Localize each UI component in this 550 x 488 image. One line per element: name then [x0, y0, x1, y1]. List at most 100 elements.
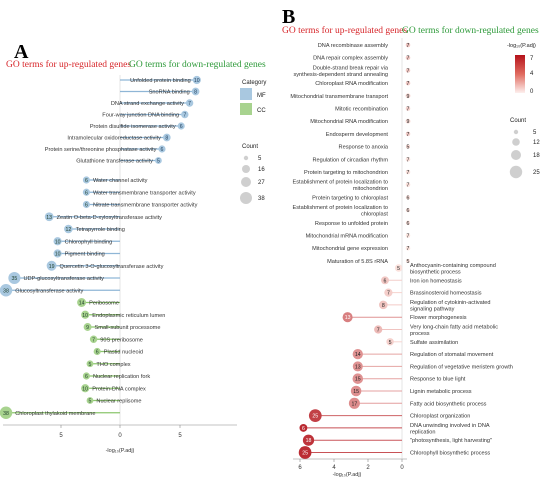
category-legend-title: Category — [242, 80, 266, 86]
a-down-term-5: Chlorophyll binding — [65, 239, 113, 245]
b-up-count-6: 9 — [407, 119, 410, 125]
b-up-term-14: Response to unfolded protein — [315, 221, 388, 227]
b-down-point-11 — [348, 397, 360, 409]
b-up-point-11 — [405, 182, 411, 187]
a-down-point-18 — [86, 397, 94, 404]
b-up-count-3: 7 — [407, 81, 410, 87]
b-down-point-8 — [352, 361, 363, 372]
a-down-count-14: 6 — [96, 350, 99, 356]
a-down-count-0: 6 — [85, 178, 88, 184]
a-up-count-2: 7 — [188, 101, 191, 107]
a-down-count-16: 6 — [85, 374, 88, 380]
b-down-point-14 — [302, 434, 315, 446]
b-up-count-12: 6 — [407, 195, 410, 201]
panel-a-count-legend: Count 5 16 27 38 — [240, 144, 265, 204]
a-down-term-0: Water channel activity — [93, 178, 148, 184]
b-down-term-13: DNA unwinding involved in DNA replication — [410, 423, 490, 436]
legend-swatch-mf — [240, 88, 252, 100]
a-down-term-9: Glucosyltransferase activity — [15, 288, 83, 294]
a-down-count-10: 14 — [79, 301, 85, 307]
b-up-point-4 — [405, 93, 411, 99]
a-down-count-15: 5 — [89, 362, 92, 368]
b-down-term-12: Chloroplast organization — [410, 414, 470, 420]
b-down-count-14: 18 — [306, 438, 312, 444]
b-up-point-2 — [405, 68, 411, 73]
b-up-point-3 — [405, 80, 411, 86]
b-up-term-8: Response to anoxia — [339, 145, 389, 151]
a-down-term-13: 90S preribosome — [100, 337, 143, 343]
a-down-term-7: Quercetin 3-O-glucosyltransferase activi… — [60, 264, 164, 270]
count-legend-label-38: 38 — [258, 196, 265, 202]
a-up-term-6: Protein serine/threonine phosphatase act… — [45, 147, 157, 153]
legend-swatch-cc — [240, 103, 252, 115]
a-up-point-3 — [181, 110, 189, 119]
a-down-term-4: Tetrapyrrole binding — [76, 227, 125, 233]
a-down-point-7 — [46, 260, 57, 271]
count-legend-label-27: 27 — [258, 180, 265, 186]
panel-b-tick-label-6: 6 — [298, 465, 302, 471]
b-up-point-7 — [405, 131, 411, 137]
a-down-count-19: 38 — [3, 411, 9, 417]
a-up-term-2: DNA strand exchange activity — [111, 101, 184, 107]
b-up-point-14 — [405, 220, 411, 225]
count-legend-b-title: Count — [510, 118, 526, 124]
b-down-point-10 — [350, 385, 362, 397]
a-down-count-17: 10 — [82, 386, 88, 392]
a-down-term-16: Nuclear replication fork — [93, 374, 150, 380]
count-legend-circle-38 — [240, 192, 252, 204]
panel-a-tick-label-zero: 0 — [118, 433, 122, 439]
b-down-count-0: 5 — [397, 266, 400, 272]
panel-a-title-down: GO terms for down-regulated genes — [129, 59, 266, 70]
a-down-term-10: Peribosome — [89, 301, 119, 307]
b-up-point-16 — [405, 245, 411, 251]
a-down-term-8: UDP-glucosyltransferase activity — [23, 276, 104, 282]
b-up-term-7: Endosperm development — [326, 132, 389, 138]
b-down-count-8: 13 — [355, 364, 361, 370]
a-down-point-9 — [0, 284, 13, 297]
b-up-point-15 — [405, 233, 411, 238]
b-up-count-7: 7 — [407, 132, 410, 138]
b-up-term-6: Mitochondrial RNA modification — [310, 119, 388, 125]
b-up-term-5: Mitotic recombination — [335, 107, 388, 113]
a-down-point-2 — [82, 200, 90, 209]
b-down-point-5 — [374, 325, 383, 334]
b-up-count-11: 7 — [407, 183, 410, 189]
b-up-point-8 — [405, 144, 411, 149]
b-up-term-13: Establishment of protein localization to… — [293, 205, 389, 218]
a-down-point-17 — [81, 384, 90, 393]
panel-b-title-down: GO terms for down-regulated genes — [402, 25, 539, 36]
color-legend-tick-mid: 4 — [530, 71, 534, 77]
a-down-count-18: 5 — [89, 399, 92, 405]
a-down-point-19 — [0, 406, 13, 419]
panel-a-category-legend: Category MF CC — [240, 80, 266, 115]
count-legend-b-circle-25 — [509, 165, 523, 179]
b-down-term-14: "photosynthesis, light harvesting" — [410, 438, 492, 444]
a-up-term-0: Unfolded protein binding — [130, 78, 191, 84]
b-down-count-15: 25 — [302, 451, 308, 457]
panel-b-marks: DNA recombinase assembly 7 DNA repair comp… — [290, 42, 513, 459]
a-up-term-1: SnoRNA binding — [149, 90, 190, 96]
panel-a-marks: Unfolded protein binding 10 SnoRNA binding… — [0, 75, 201, 419]
a-down-count-9: 38 — [3, 288, 9, 294]
a-up-count-3: 7 — [183, 113, 186, 119]
panel-b-tick-label-2: 2 — [366, 465, 370, 471]
b-down-point-1 — [381, 276, 389, 285]
b-down-count-11: 17 — [352, 401, 358, 407]
b-down-term-3: Regulation of cytokinin-activated signali… — [410, 300, 491, 313]
panel-a-title-up: GO terms for up-regulated genes — [6, 59, 131, 70]
b-up-count-16: 7 — [407, 246, 410, 252]
panel-b-letter: B — [282, 6, 295, 28]
a-up-count-4: 6 — [180, 124, 183, 130]
b-up-point-12 — [405, 195, 411, 200]
panel-b-count-legend: Count 5 12 18 25 — [509, 118, 540, 179]
count-legend-b-label-18: 18 — [533, 153, 540, 159]
b-down-count-9: 15 — [355, 377, 361, 383]
a-down-point-12 — [83, 323, 92, 331]
a-down-count-6: 10 — [55, 252, 61, 258]
b-up-point-17 — [405, 258, 411, 263]
a-up-point-2 — [185, 99, 194, 107]
b-up-term-17: Maturation of 5.8S rRNA — [327, 259, 388, 265]
legend-label-cc: CC — [257, 108, 266, 114]
b-down-point-6 — [386, 338, 394, 346]
